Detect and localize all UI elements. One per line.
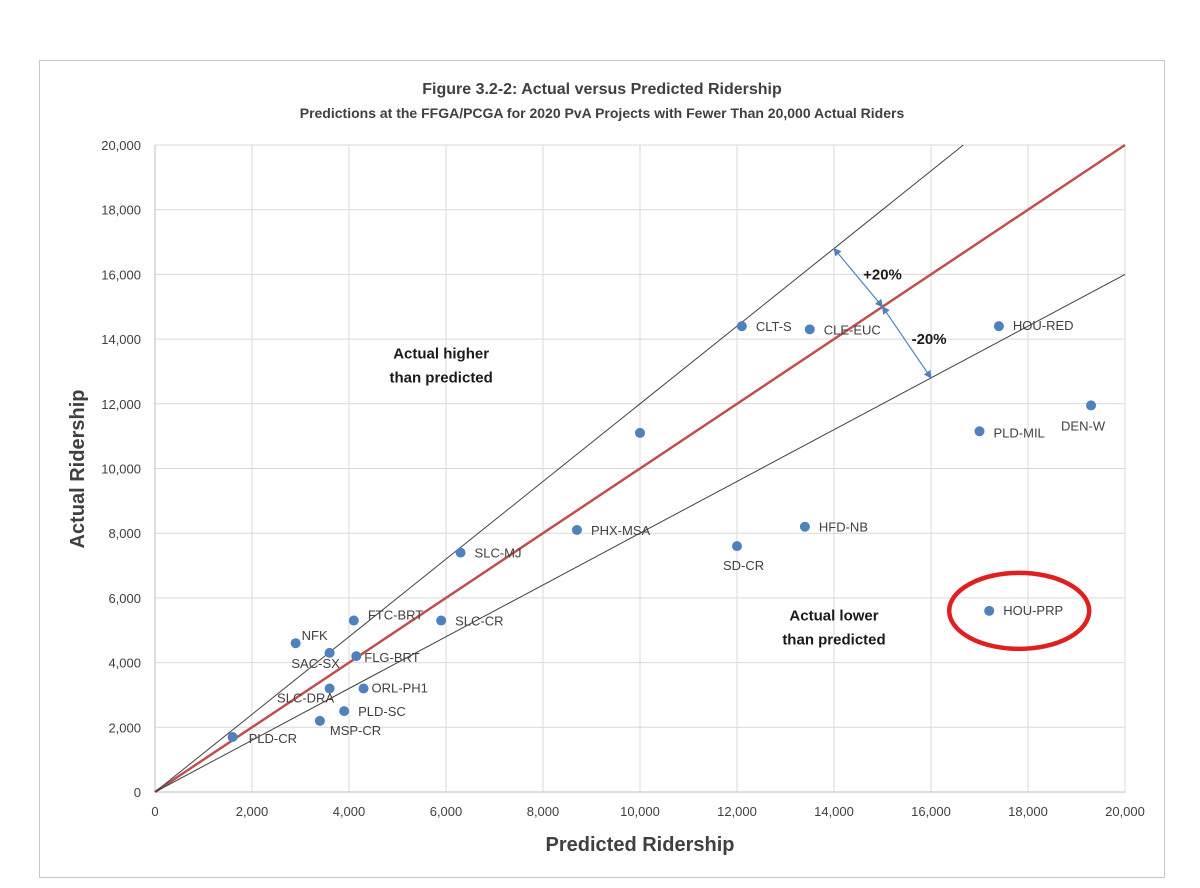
- chart-subtitle: Predictions at the FFGA/PCGA for 2020 Pv…: [300, 105, 905, 121]
- point-label: HOU-RED: [1013, 318, 1074, 333]
- data-point: [571, 524, 582, 535]
- x-tick-label: 20,000: [1105, 804, 1145, 819]
- data-point: [324, 647, 335, 658]
- point-label: SD-CR: [723, 558, 764, 573]
- tick-labels: 0 2,000 4,000 6,000 8,000 10,000 12,000 14,000 1…: [101, 138, 1145, 819]
- minus-20-arrow: [881, 305, 932, 379]
- x-axis-title: Predicted Ridership: [546, 834, 735, 856]
- y-tick-label: 12,000: [101, 397, 141, 412]
- plus-20-arrow: [833, 247, 884, 308]
- minus-20-line: [154, 273, 1126, 793]
- x-tick-label: 6,000: [430, 804, 463, 819]
- point-label: SAC-SX: [291, 656, 340, 671]
- minus-20-label: -20%: [912, 331, 947, 348]
- y-tick-label: 2,000: [108, 720, 141, 735]
- data-point: [324, 683, 335, 694]
- point-label: HFD-NB: [819, 520, 868, 535]
- data-point: [339, 706, 350, 717]
- x-tick-label: 2,000: [236, 804, 269, 819]
- identity-line: [154, 143, 1126, 794]
- y-tick-label: 6,000: [108, 591, 141, 606]
- point-label: SLC-DRA: [277, 690, 334, 705]
- point-label: CLT-S: [756, 319, 792, 334]
- data-point: [314, 715, 325, 726]
- data-point: [290, 638, 301, 649]
- x-tick-label: 0: [151, 804, 158, 819]
- point-label: ORL-PH1: [372, 680, 428, 695]
- data-point: [993, 321, 1004, 332]
- x-tick-label: 14,000: [814, 804, 854, 819]
- x-tick-label: 12,000: [717, 804, 757, 819]
- lower-region-note: Actual lower: [789, 608, 878, 625]
- point-label: SLC-MJ: [475, 546, 522, 561]
- point-label: HOU-PRP: [1003, 603, 1063, 618]
- annotations: +20% -20% Actual higher than predicted Actua…: [389, 247, 1092, 652]
- point-label: CLE-EUC: [824, 322, 881, 337]
- plus-20-line: [154, 144, 964, 793]
- x-tick-label: 16,000: [911, 804, 951, 819]
- data-points: PLD-CR NFK MSP-CR SAC-SX SLC-DRA PLD-SC FTC-BR…: [227, 318, 1106, 746]
- point-label: FTC-BRT: [368, 608, 423, 623]
- y-tick-label: 4,000: [108, 656, 141, 671]
- x-tick-label: 4,000: [333, 804, 366, 819]
- point-label: MSP-CR: [330, 723, 381, 738]
- point-label: PLD-MIL: [994, 425, 1045, 440]
- y-axis-title: Actual Ridership: [67, 390, 89, 549]
- data-point: [804, 324, 815, 335]
- upper-region-note: Actual higher: [393, 346, 489, 363]
- y-tick-label: 8,000: [108, 526, 141, 541]
- data-point: [732, 541, 742, 552]
- data-point: [1086, 400, 1097, 411]
- point-label: PLD-CR: [249, 731, 297, 746]
- highlight-ring: [946, 570, 1092, 652]
- point-label: PLD-SC: [358, 704, 406, 719]
- data-point: [974, 426, 985, 437]
- data-point: [436, 615, 447, 626]
- data-point: [227, 732, 238, 743]
- point-label: PHX-MSA: [591, 523, 651, 538]
- y-tick-label: 16,000: [101, 267, 141, 282]
- x-tick-label: 8,000: [527, 804, 560, 819]
- point-label: SLC-CR: [455, 614, 503, 629]
- y-tick-label: 14,000: [101, 332, 141, 347]
- reference-lines: [154, 143, 1126, 794]
- x-tick-label: 18,000: [1008, 804, 1048, 819]
- data-point: [351, 651, 362, 662]
- y-tick-label: 20,000: [101, 138, 141, 153]
- upper-region-note: than predicted: [389, 370, 492, 387]
- data-point: [348, 615, 359, 626]
- point-label: DEN-W: [1061, 418, 1106, 433]
- x-tick-label: 10,000: [620, 804, 660, 819]
- scatter-chart: Figure 3.2-2: Actual versus Predicted Ri…: [67, 81, 1145, 856]
- y-tick-label: 10,000: [101, 462, 141, 477]
- data-point: [455, 547, 466, 558]
- data-point: [799, 521, 810, 532]
- data-point: [358, 683, 369, 694]
- lower-region-note: than predicted: [782, 632, 885, 649]
- chart-frame: Figure 3.2-2: Actual versus Predicted Ri…: [39, 60, 1165, 878]
- point-label: NFK: [302, 628, 328, 643]
- y-tick-label: 0: [134, 785, 141, 800]
- y-tick-label: 18,000: [101, 203, 141, 218]
- plus-20-label: +20%: [863, 266, 902, 283]
- data-point: [635, 427, 645, 438]
- data-point: [736, 321, 747, 332]
- chart-title: Figure 3.2-2: Actual versus Predicted Ri…: [422, 81, 782, 98]
- data-point: [984, 605, 995, 616]
- point-label: FLG-BRT: [364, 650, 419, 665]
